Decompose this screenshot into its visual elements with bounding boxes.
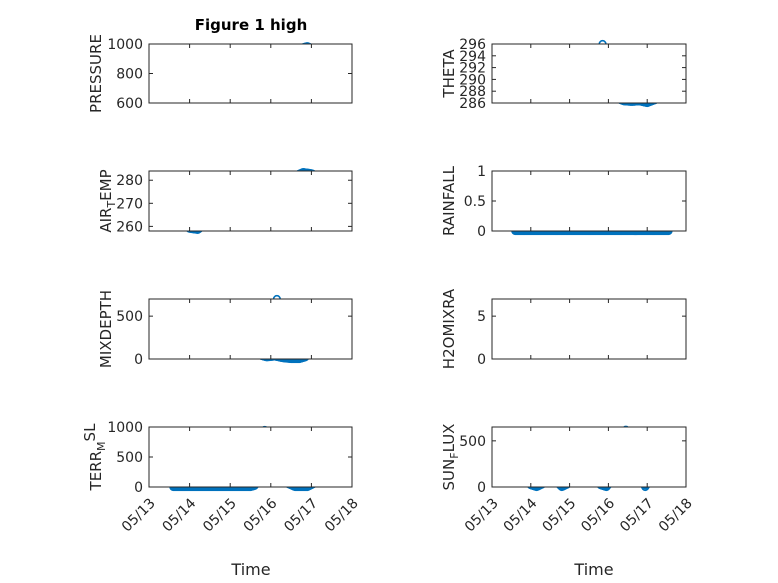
- x-axis-label-left: Time: [230, 560, 270, 579]
- axes-frame: [148, 170, 353, 232]
- y-tick-label: 1000: [107, 420, 143, 436]
- axes-frame: [491, 298, 687, 360]
- y-tick-label: 500: [116, 450, 143, 466]
- y-tick-label: 800: [116, 67, 143, 83]
- subplot-h2omixra: 0 5 H2OMIXRA: [440, 288, 687, 369]
- y-tick-label: 260: [116, 219, 143, 235]
- y-tick-label: 294: [459, 49, 486, 65]
- y-tick-label: 0: [477, 480, 486, 496]
- y-axis-label: RAINFALL: [440, 165, 458, 236]
- y-tick-label: 0.5: [464, 194, 486, 210]
- y-tick-label: 0: [477, 224, 486, 240]
- axes-frame: [148, 298, 353, 360]
- y-tick-label: 1: [477, 164, 486, 180]
- y-tick-label: 500: [459, 434, 486, 450]
- y-axis-label: PRESSURE: [87, 34, 105, 113]
- y-tick-label: 292: [459, 61, 486, 77]
- y-axis-label: H2OMIXRA: [440, 288, 458, 369]
- axes-frame: [491, 170, 687, 232]
- y-axis-label: SUNFLUX: [440, 424, 461, 491]
- y-tick-label: 270: [116, 196, 143, 212]
- y-tick-label: 1000: [107, 37, 143, 53]
- axes-frame: [148, 426, 353, 488]
- subplot-rainfall: 0 0.5 1 RAINFALL: [440, 164, 687, 240]
- y-axis-label: AIRTEMP: [97, 169, 118, 232]
- y-axis-label: TERRMSL: [81, 423, 108, 492]
- y-tick-label: 600: [116, 96, 143, 112]
- x-axis-label-right: Time: [573, 560, 613, 579]
- y-tick-label: 296: [459, 37, 486, 53]
- y-tick-label: 0: [134, 480, 143, 496]
- y-axis-label: MIXDEPTH: [97, 290, 115, 368]
- y-tick-label: 0: [134, 352, 143, 368]
- y-tick-label: 286: [459, 96, 486, 112]
- y-axis-label: THETA: [440, 49, 458, 99]
- y-tick-label: 0: [477, 352, 486, 368]
- y-tick-label: 500: [116, 309, 143, 325]
- y-tick-label: 290: [459, 72, 486, 88]
- figure-title: Figure 1 high: [195, 16, 308, 34]
- y-tick-label: 280: [116, 173, 143, 189]
- y-tick-label: 5: [477, 309, 486, 325]
- axes-frame: [148, 43, 353, 104]
- axes-frame: [491, 426, 687, 488]
- axes-frame: [491, 43, 687, 104]
- y-tick-label: 288: [459, 84, 486, 100]
